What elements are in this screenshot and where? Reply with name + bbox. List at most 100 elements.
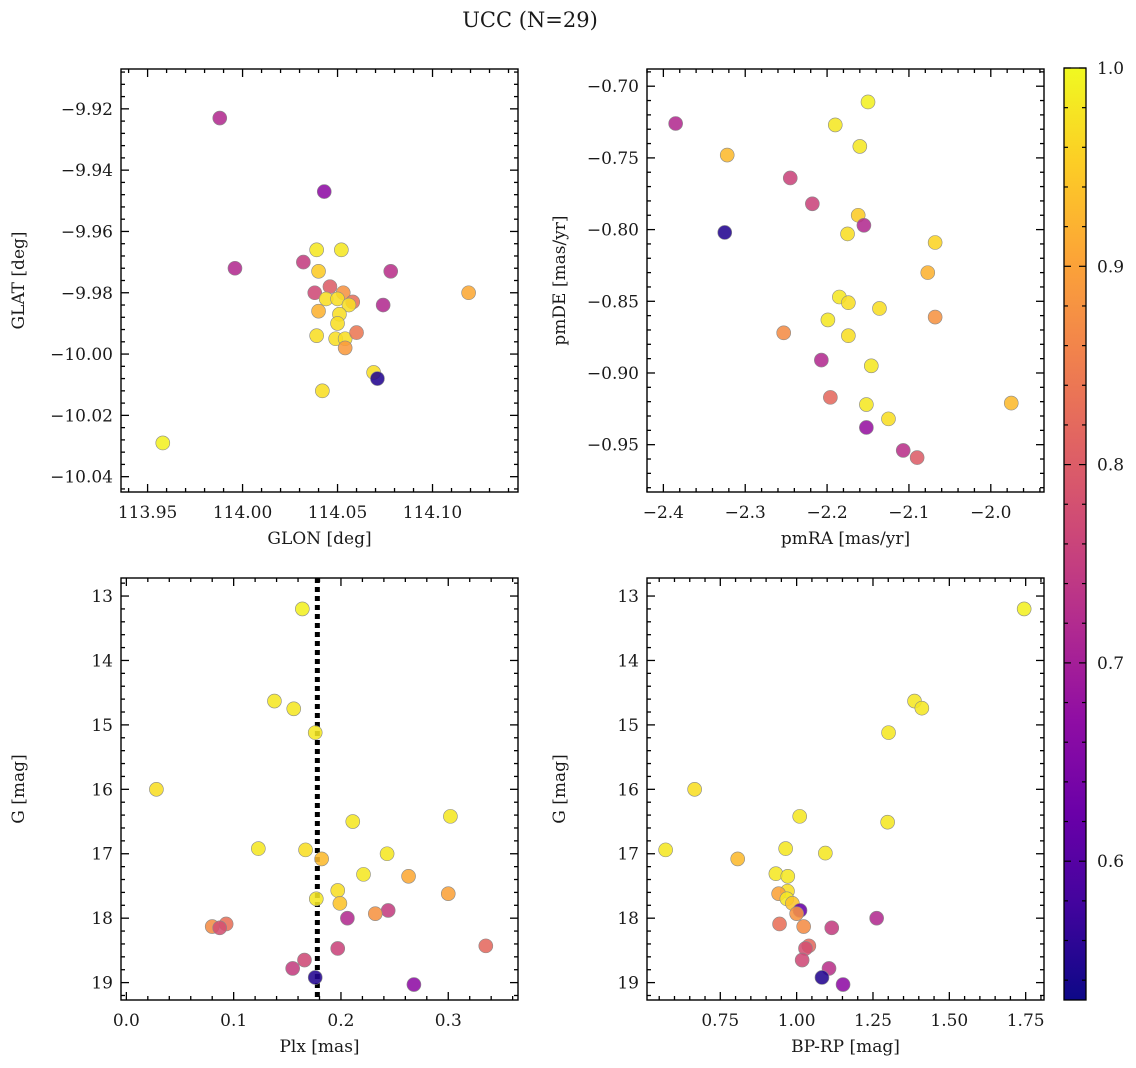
data-point bbox=[818, 845, 833, 861]
data-point bbox=[375, 297, 391, 313]
data-point bbox=[314, 851, 329, 867]
axes-frame bbox=[120, 68, 519, 493]
points-pm bbox=[668, 94, 1019, 465]
data-point bbox=[823, 390, 838, 405]
y-tick-label: 17 bbox=[91, 845, 113, 865]
data-point bbox=[251, 841, 266, 856]
data-point bbox=[308, 891, 324, 907]
data-point bbox=[794, 952, 810, 968]
data-point bbox=[443, 809, 458, 824]
data-point bbox=[316, 184, 332, 199]
data-point bbox=[285, 961, 300, 976]
data-point bbox=[307, 725, 323, 740]
colorbar-gradient bbox=[1064, 68, 1086, 1000]
data-point bbox=[796, 919, 811, 934]
y-tick-label: −0.85 bbox=[587, 292, 639, 312]
x-tick-label: 114.00 bbox=[213, 503, 272, 523]
ticks-cmd bbox=[647, 578, 1044, 1000]
data-point bbox=[341, 297, 357, 313]
data-point bbox=[1003, 395, 1019, 411]
x-tick-label: 0.3 bbox=[435, 1011, 462, 1031]
data-point bbox=[311, 303, 326, 319]
data-point bbox=[298, 842, 313, 858]
data-point bbox=[349, 325, 364, 340]
data-point bbox=[461, 285, 476, 301]
x-tick-label: 1.25 bbox=[854, 1011, 892, 1031]
ticks-glon-glat bbox=[121, 69, 518, 492]
data-point bbox=[920, 265, 936, 280]
data-point bbox=[1016, 601, 1032, 617]
data-point bbox=[914, 700, 930, 716]
data-point bbox=[835, 977, 851, 992]
data-point bbox=[383, 264, 399, 279]
data-point bbox=[297, 952, 312, 968]
data-point bbox=[367, 906, 383, 921]
data-point bbox=[212, 110, 228, 126]
data-point bbox=[789, 906, 804, 921]
y-tick-label: −9.96 bbox=[61, 222, 113, 242]
y-tick-label: 18 bbox=[617, 909, 639, 929]
points-cmd bbox=[658, 601, 1032, 992]
data-point bbox=[814, 970, 830, 985]
x-axis-label: pmRA [mas/yr] bbox=[781, 529, 910, 549]
colorbar-tick-label: 0.8 bbox=[1097, 456, 1124, 476]
x-tick-label: 1.75 bbox=[1007, 1011, 1045, 1031]
data-point bbox=[881, 411, 896, 427]
y-axis-label: G [mag] bbox=[550, 754, 570, 823]
data-point bbox=[824, 920, 840, 936]
data-point bbox=[356, 867, 371, 882]
axes-frame bbox=[646, 577, 1045, 1001]
data-point bbox=[717, 225, 733, 240]
y-tick-label: 15 bbox=[91, 716, 113, 736]
data-point bbox=[827, 117, 843, 133]
data-point bbox=[782, 170, 798, 186]
data-point bbox=[841, 295, 856, 311]
x-tick-label: −2.4 bbox=[643, 503, 684, 523]
colorbar: 0.6 0.7 0.8 0.9 1.0 bbox=[1063, 59, 1124, 1001]
y-tick-label: −0.70 bbox=[587, 77, 639, 97]
y-tick-label: 19 bbox=[91, 974, 113, 994]
data-point bbox=[814, 352, 829, 368]
data-point bbox=[863, 358, 879, 374]
y-tick-label: −10.00 bbox=[50, 345, 113, 365]
data-point bbox=[155, 435, 171, 451]
data-point bbox=[881, 725, 896, 740]
y-tick-label: 13 bbox=[91, 587, 113, 607]
data-point bbox=[307, 970, 323, 985]
data-point bbox=[149, 782, 164, 797]
data-point bbox=[860, 94, 876, 110]
x-axis-label: GLON [deg] bbox=[267, 529, 371, 549]
data-point bbox=[227, 260, 243, 276]
y-tick-label: −0.90 bbox=[587, 364, 639, 384]
data-point bbox=[330, 941, 346, 956]
data-point bbox=[792, 809, 807, 824]
data-point bbox=[841, 328, 856, 344]
y-tick-label: −9.98 bbox=[61, 284, 113, 304]
data-point bbox=[820, 312, 836, 328]
colorbar-tick-label: 0.6 bbox=[1097, 852, 1124, 872]
y-tick-label: −0.80 bbox=[587, 221, 639, 241]
colorbar-frame bbox=[1063, 67, 1087, 1001]
data-point bbox=[780, 868, 796, 884]
data-point bbox=[859, 420, 874, 435]
y-axis-label: GLAT [deg] bbox=[9, 231, 29, 329]
x-tick-label: −2.2 bbox=[806, 503, 847, 523]
panel-pm: −2.4 −2.3 −2.2 −2.1 −2.0 −0.70 −0.75 −0.80 −0.85… bbox=[550, 68, 1045, 549]
data-point bbox=[330, 316, 345, 331]
y-tick-label: 18 bbox=[91, 909, 113, 929]
x-tick-label: −2.0 bbox=[970, 503, 1011, 523]
data-point bbox=[309, 328, 324, 343]
y-tick-label: 16 bbox=[91, 780, 113, 800]
y-tick-label: 16 bbox=[617, 780, 639, 800]
data-point bbox=[295, 601, 310, 617]
data-point bbox=[315, 383, 330, 399]
y-tick-label: 14 bbox=[617, 651, 639, 671]
points-glon-glat bbox=[155, 110, 476, 451]
y-tick-label: −10.02 bbox=[50, 406, 113, 426]
data-point bbox=[334, 242, 349, 258]
panel-plx-g: 0.0 0.1 0.2 0.3 13 14 15 16 17 18 19 Plx [mas] G [ma… bbox=[9, 577, 519, 1057]
data-point bbox=[668, 116, 683, 131]
x-tick-label: 1.50 bbox=[930, 1011, 968, 1031]
data-point bbox=[478, 938, 494, 954]
data-point bbox=[370, 371, 385, 386]
